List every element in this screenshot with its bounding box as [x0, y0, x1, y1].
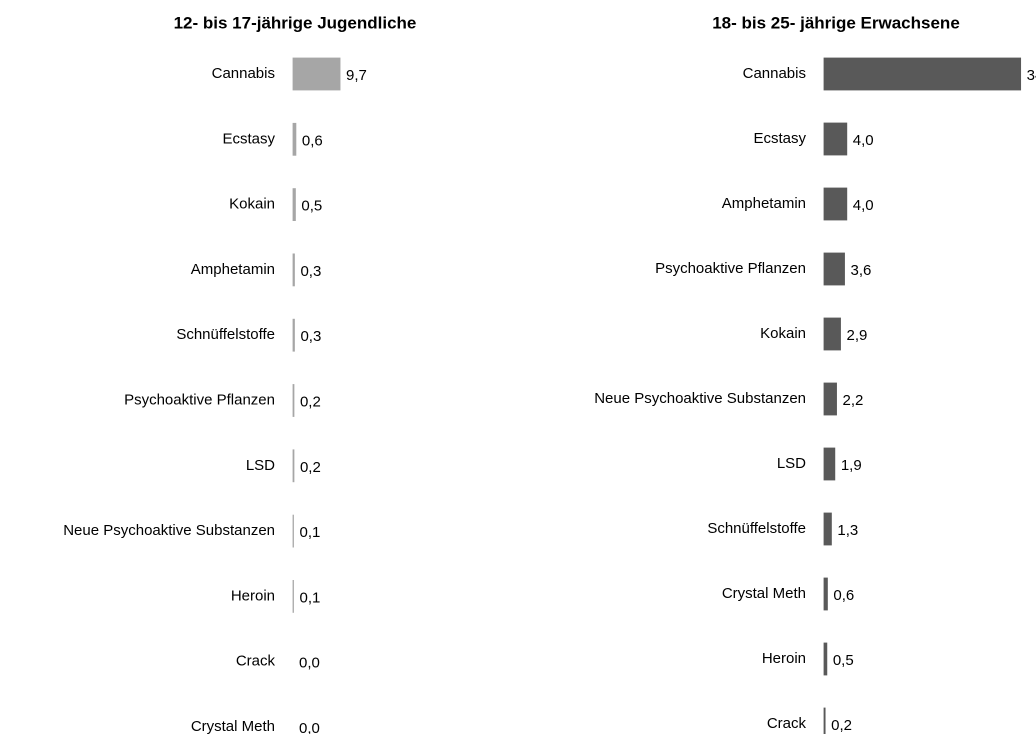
category-label: Neue Psychoaktive Substanzen: [63, 522, 275, 539]
value-label: 0,2: [831, 717, 852, 734]
value-label: 1,3: [837, 522, 858, 539]
value-label: 0,3: [300, 263, 321, 280]
bar: [292, 188, 296, 222]
bar: [292, 449, 295, 483]
category-label: Heroin: [762, 650, 806, 667]
bar: [292, 318, 295, 352]
category-label: Ecstasy: [753, 130, 806, 147]
category-label: Kokain: [229, 196, 275, 213]
category-label: Crystal Meth: [722, 585, 806, 602]
bar: [292, 253, 295, 287]
category-label: Schnüffelstoffe: [707, 520, 806, 537]
value-label: 0,6: [833, 587, 854, 604]
bar: [823, 577, 828, 611]
category-label: Crack: [767, 715, 807, 732]
bar: [823, 317, 841, 351]
bar: [823, 512, 832, 546]
bar: [823, 57, 1022, 91]
category-label: Crystal Meth: [191, 718, 275, 734]
value-label: 0,2: [300, 393, 321, 410]
category-label: Heroin: [231, 587, 275, 604]
value-label: 0,0: [299, 720, 320, 734]
category-label: Amphetamin: [722, 195, 806, 212]
value-label: 0,3: [300, 328, 321, 345]
bar: [823, 252, 845, 286]
category-label: Schnüffelstoffe: [176, 326, 275, 343]
bar: [823, 707, 826, 734]
bar: [292, 384, 295, 417]
bar: [823, 447, 836, 481]
category-label: Psychoaktive Pflanzen: [124, 391, 275, 408]
category-label: Psychoaktive Pflanzen: [655, 260, 806, 277]
value-label: 2,9: [847, 327, 868, 344]
value-label: 4,0: [853, 197, 874, 214]
value-label: 0,5: [833, 652, 854, 669]
value-label: 0,2: [300, 459, 321, 476]
bar: [823, 187, 848, 221]
chart-title: 18- bis 25- jährige Erwachsene: [712, 13, 960, 32]
category-label: Kokain: [760, 325, 806, 342]
value-label: 2,2: [843, 392, 864, 409]
value-label: 0,6: [302, 132, 323, 149]
value-label: 0,0: [299, 655, 320, 672]
bar: [823, 122, 848, 156]
value-label: 3,6: [851, 262, 872, 279]
category-label: Cannabis: [212, 65, 275, 82]
bar: [823, 382, 837, 416]
value-label: 1,9: [841, 457, 862, 474]
category-label: Cannabis: [743, 65, 806, 82]
bar: [823, 642, 828, 676]
value-label: 34,5: [1027, 67, 1036, 84]
category-label: Crack: [236, 653, 276, 670]
bar: [292, 122, 297, 156]
category-label: LSD: [777, 455, 806, 472]
value-label: 0,1: [299, 524, 320, 541]
category-label: Ecstasy: [222, 130, 275, 147]
bar: [292, 57, 341, 91]
value-label: 0,1: [299, 589, 320, 606]
value-label: 9,7: [346, 67, 367, 84]
category-label: Neue Psychoaktive Substanzen: [594, 390, 806, 407]
value-label: 0,5: [301, 198, 322, 215]
category-label: LSD: [246, 457, 275, 474]
category-label: Amphetamin: [191, 261, 275, 278]
value-label: 4,0: [853, 132, 874, 149]
chart-title: 12- bis 17-jährige Jugendliche: [174, 13, 417, 32]
